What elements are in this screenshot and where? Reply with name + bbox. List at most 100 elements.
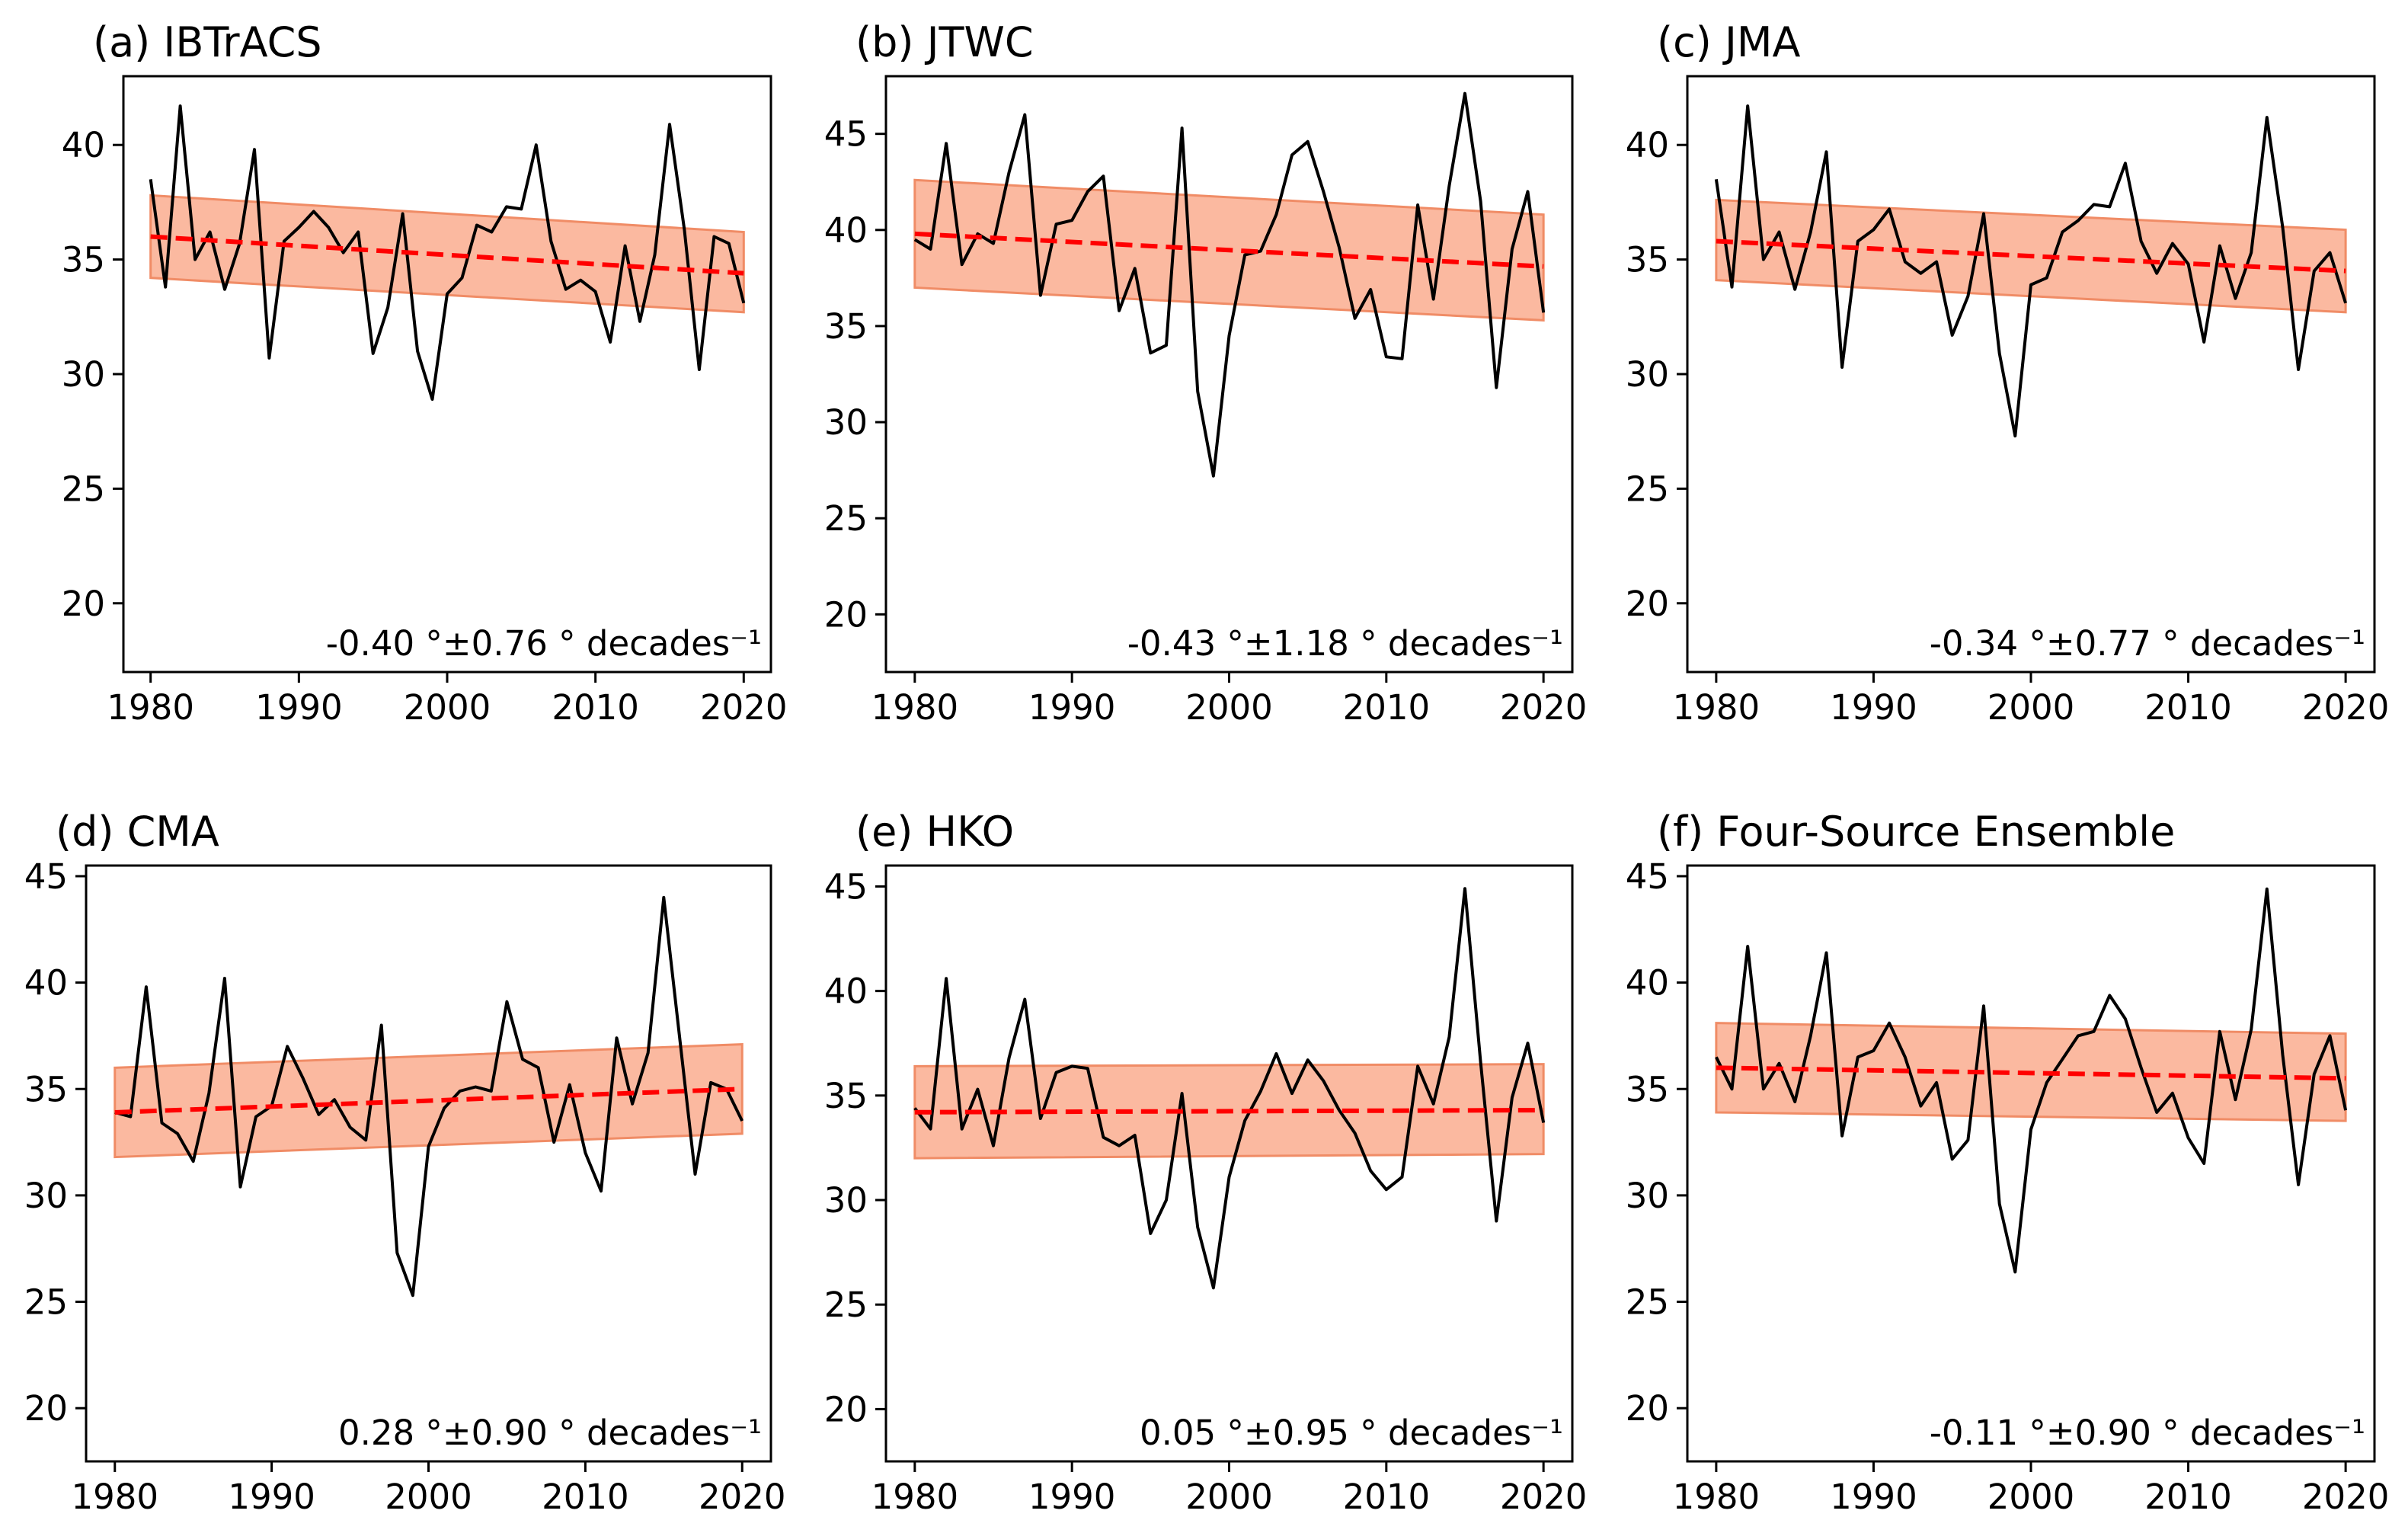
trend-annotation: 0.28 °±0.90 ° decades⁻¹ (338, 1413, 762, 1453)
y-tick-label: 30 (1626, 1176, 1669, 1216)
trend-line (114, 1087, 743, 1115)
panel-title: (c) JMA (1657, 18, 1801, 66)
y-tick-label: 25 (824, 1285, 868, 1325)
y-tick-label: 25 (24, 1282, 68, 1323)
y-tick-label: 25 (62, 469, 105, 509)
y-tick-label: 40 (824, 210, 868, 251)
x-tick-label: 2010 (542, 1477, 629, 1517)
y-tick-label: 20 (824, 1389, 868, 1429)
axes-frame (1686, 864, 2376, 1463)
x-tick-label: 2010 (2144, 1477, 2232, 1517)
series-line (1715, 887, 2348, 1274)
x-tick-label: 2000 (1987, 687, 2075, 728)
x-tick-label: 1990 (1028, 687, 1116, 728)
x-tick-label: 2000 (1185, 1477, 1273, 1517)
panel-title: (b) JTWC (855, 18, 1034, 66)
x-tick-label: 2000 (404, 687, 491, 728)
x-tick-label: 2020 (2302, 687, 2390, 728)
y-tick-label: 35 (1626, 1069, 1669, 1109)
y-tick-label: 25 (824, 498, 868, 539)
y-tick-label: 20 (24, 1388, 68, 1429)
y-tick-label: 20 (1626, 1388, 1669, 1429)
x-tick-label: 1980 (107, 687, 194, 728)
trend-line (1716, 238, 2346, 274)
trend-annotation: -0.43 °±1.18 ° decades⁻¹ (1127, 623, 1563, 664)
y-tick-label: 40 (1626, 125, 1669, 165)
series-line (149, 104, 746, 402)
series-line (913, 91, 1546, 478)
x-tick-label: 2010 (1343, 1477, 1431, 1517)
x-tick-label: 1990 (228, 1477, 315, 1517)
y-tick-label: 30 (1626, 354, 1669, 395)
y-tick-label: 30 (824, 1180, 868, 1221)
trend-annotation: 0.05 °±0.95 ° decades⁻¹ (1140, 1413, 1563, 1453)
axes-frame (122, 75, 772, 674)
series-line (114, 895, 744, 1298)
panel-title: (d) CMA (56, 808, 219, 856)
x-tick-label: 2000 (385, 1477, 472, 1517)
y-tick-label: 45 (824, 866, 868, 907)
x-tick-label: 1980 (1673, 687, 1760, 728)
y-tick-label: 30 (62, 354, 105, 395)
series-line (1714, 104, 2348, 438)
panel-title: (f) Four-Source Ensemble (1657, 808, 2175, 856)
y-tick-label: 40 (1626, 963, 1669, 1003)
axes-frame (884, 864, 1574, 1463)
x-tick-label: 1990 (1028, 1477, 1116, 1517)
trend-annotation: -0.34 °±0.77 ° decades⁻¹ (1930, 623, 2365, 664)
x-tick-label: 2000 (1185, 687, 1273, 728)
trend-annotation: -0.40 °±0.76 ° decades⁻¹ (326, 623, 762, 664)
x-tick-label: 2010 (552, 687, 639, 728)
axes-frame (1686, 75, 2376, 674)
y-tick-label: 30 (824, 402, 868, 443)
x-tick-label: 2020 (1500, 687, 1588, 728)
x-tick-label: 1980 (1673, 1477, 1760, 1517)
y-tick-label: 40 (824, 971, 868, 1012)
trend-line (914, 231, 1544, 269)
y-tick-label: 25 (1626, 1282, 1669, 1323)
x-tick-label: 2020 (1500, 1477, 1588, 1517)
axes-frame (85, 864, 772, 1463)
x-tick-label: 1980 (871, 1477, 959, 1517)
panel-title: (e) HKO (855, 808, 1014, 856)
y-tick-label: 45 (1626, 856, 1669, 897)
x-tick-label: 1990 (1830, 1477, 1917, 1517)
x-tick-label: 2020 (2302, 1477, 2390, 1517)
x-tick-label: 1980 (871, 687, 959, 728)
x-tick-label: 2000 (1987, 1477, 2075, 1517)
y-tick-label: 45 (824, 114, 868, 155)
x-tick-label: 2010 (2144, 687, 2232, 728)
x-tick-label: 2020 (700, 687, 788, 728)
y-tick-label: 20 (1626, 584, 1669, 624)
trend-line (1716, 1065, 2346, 1081)
x-tick-label: 1990 (255, 687, 343, 728)
y-tick-label: 35 (824, 306, 868, 347)
trend-line (914, 1108, 1544, 1115)
y-tick-label: 40 (62, 125, 105, 165)
y-tick-label: 45 (24, 856, 68, 897)
trend-annotation: -0.11 °±0.90 ° decades⁻¹ (1930, 1413, 2365, 1453)
series-line (913, 887, 1546, 1290)
axes-frame (884, 75, 1574, 674)
y-tick-label: 20 (824, 594, 868, 635)
y-tick-label: 35 (62, 240, 105, 280)
y-tick-label: 35 (1626, 240, 1669, 280)
confidence-band (149, 194, 745, 314)
x-tick-label: 1980 (71, 1477, 158, 1517)
y-tick-label: 25 (1626, 469, 1669, 509)
x-tick-label: 2010 (1343, 687, 1431, 728)
panel-title: (a) IBTrACS (93, 18, 322, 66)
y-tick-label: 30 (24, 1176, 68, 1216)
x-tick-label: 1990 (1830, 687, 1917, 728)
y-tick-label: 35 (24, 1069, 68, 1109)
y-tick-label: 35 (824, 1076, 868, 1116)
y-tick-label: 40 (24, 963, 68, 1003)
y-tick-label: 20 (62, 584, 105, 624)
